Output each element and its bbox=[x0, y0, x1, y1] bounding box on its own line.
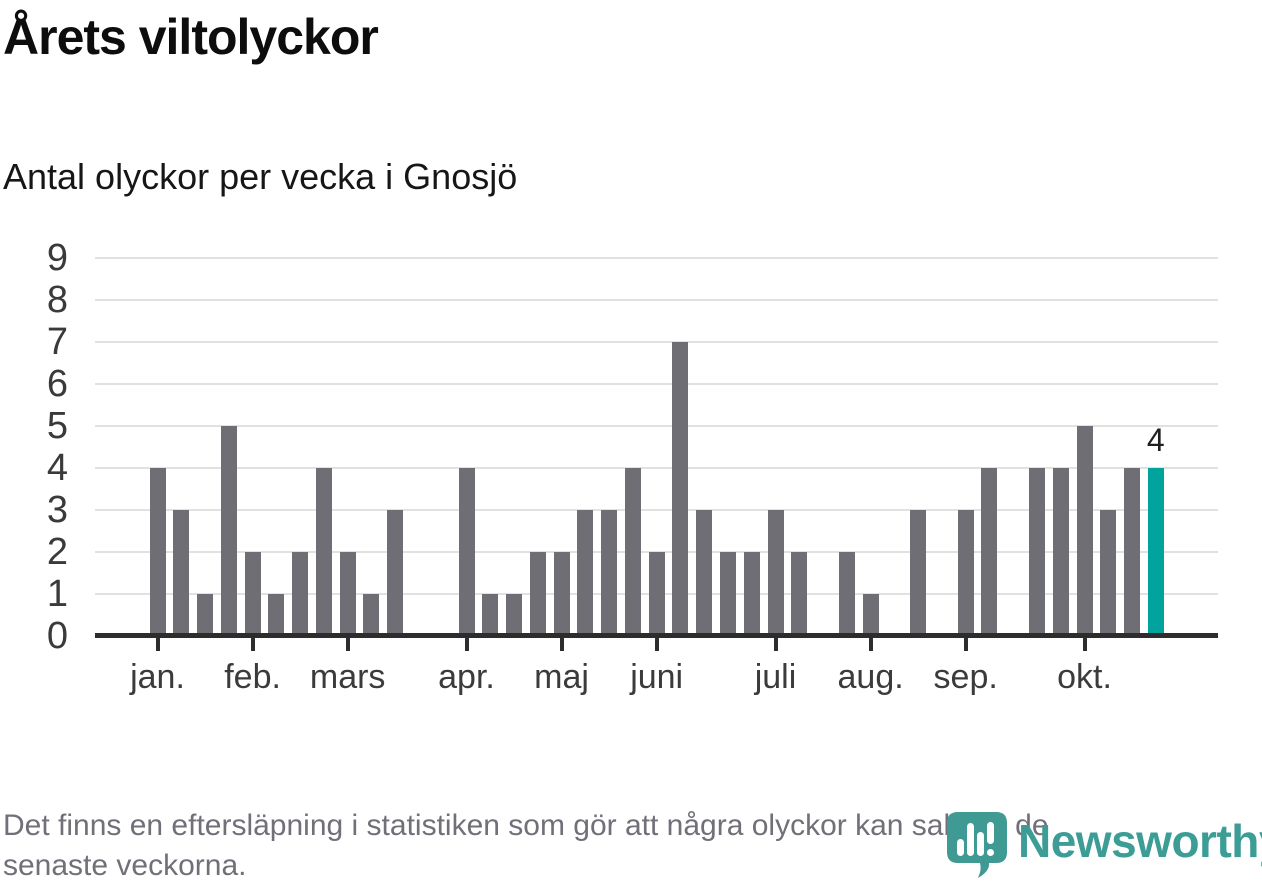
bar-week-10 bbox=[363, 594, 380, 636]
bar-week-39 bbox=[1052, 468, 1069, 636]
x-tick-apr bbox=[464, 638, 469, 651]
x-axis-label-juni: juni bbox=[630, 658, 684, 696]
bar-week-33 bbox=[910, 510, 927, 636]
y-axis-label-7: 7 bbox=[46, 321, 68, 363]
x-axis-label-aug: aug. bbox=[837, 658, 904, 696]
gridline-3 bbox=[95, 509, 1218, 511]
x-tick-juni bbox=[654, 638, 659, 651]
bar-week-30 bbox=[838, 552, 855, 636]
bar-week-15 bbox=[482, 594, 499, 636]
bar-week-17 bbox=[529, 552, 546, 636]
y-axis-label-4: 4 bbox=[46, 447, 68, 489]
bar-week-42 bbox=[1124, 468, 1141, 636]
bar-week-36 bbox=[981, 468, 998, 636]
bar-week-19 bbox=[577, 510, 594, 636]
x-tick-juli bbox=[773, 638, 778, 651]
x-axis-label-maj: maj bbox=[534, 658, 589, 696]
bar-week-6 bbox=[268, 594, 285, 636]
y-axis-label-8: 8 bbox=[46, 279, 68, 321]
bar-week-41 bbox=[1100, 510, 1117, 636]
x-tick-okt bbox=[1082, 638, 1087, 651]
x-axis-label-sep: sep. bbox=[933, 658, 998, 696]
y-axis-label-1: 1 bbox=[46, 573, 68, 615]
bar-week-11 bbox=[387, 510, 404, 636]
gridline-9 bbox=[95, 257, 1218, 259]
bar-week-24 bbox=[696, 510, 713, 636]
x-axis-label-mars: mars bbox=[309, 658, 386, 696]
y-axis-label-2: 2 bbox=[46, 531, 68, 573]
gridline-7 bbox=[95, 341, 1218, 343]
y-axis-label-6: 6 bbox=[46, 363, 68, 405]
page-title: Årets viltolyckor bbox=[3, 9, 379, 65]
bar-week-3 bbox=[197, 594, 214, 636]
bar-week-43 bbox=[1147, 468, 1164, 636]
footer-disclaimer: Det finns en eftersläpning i statistiken… bbox=[3, 806, 1262, 886]
bar-week-27 bbox=[767, 510, 784, 636]
gridline-5 bbox=[95, 425, 1218, 427]
newsworthy-pin-barchart-icon bbox=[947, 812, 1007, 878]
x-axis-label-jan: jan. bbox=[130, 658, 185, 696]
x-tick-mars bbox=[345, 638, 350, 651]
bar-week-5 bbox=[244, 552, 261, 636]
last-bar-value-label: 4 bbox=[1146, 422, 1165, 458]
x-tick-maj bbox=[559, 638, 564, 651]
bar-week-2 bbox=[173, 510, 190, 636]
x-tick-feb bbox=[250, 638, 255, 651]
newsworthy-logo: Newsworthy bbox=[944, 808, 1262, 879]
footer-line-1: Det finns en eftersläpning i statistiken… bbox=[3, 809, 1049, 842]
y-axis-label-9: 9 bbox=[46, 237, 68, 279]
x-axis-label-feb: feb. bbox=[224, 658, 281, 696]
bar-week-7 bbox=[292, 552, 309, 636]
bar-week-28 bbox=[791, 552, 808, 636]
bar-week-22 bbox=[648, 552, 665, 636]
bar-week-35 bbox=[957, 510, 974, 636]
bar-week-26 bbox=[743, 552, 760, 636]
newsworthy-brand-name: Newsworthy bbox=[1018, 815, 1262, 867]
gridline-6 bbox=[95, 383, 1218, 385]
bar-week-40 bbox=[1076, 426, 1093, 636]
bar-week-9 bbox=[339, 552, 356, 636]
bar-week-18 bbox=[553, 552, 570, 636]
x-axis-label-okt: okt. bbox=[1057, 658, 1112, 696]
bar-week-38 bbox=[1028, 468, 1045, 636]
bar-week-1 bbox=[149, 468, 166, 636]
x-axis-line bbox=[95, 633, 1218, 638]
gridline-4 bbox=[95, 467, 1218, 469]
y-axis-label-5: 5 bbox=[46, 405, 68, 447]
bar-week-14 bbox=[458, 468, 475, 636]
bar-week-21 bbox=[624, 468, 641, 636]
y-axis-label-0: 0 bbox=[46, 615, 68, 657]
x-tick-aug bbox=[868, 638, 873, 651]
bar-week-23 bbox=[672, 342, 689, 636]
bar-week-8 bbox=[315, 468, 332, 636]
x-axis-label-apr: apr. bbox=[438, 658, 495, 696]
y-axis-label-3: 3 bbox=[46, 489, 68, 531]
bar-week-25 bbox=[719, 552, 736, 636]
gridline-8 bbox=[95, 299, 1218, 301]
footer-line-2: senaste veckorna. bbox=[3, 849, 247, 882]
x-tick-jan bbox=[155, 638, 160, 651]
chart-subtitle: Antal olyckor per vecka i Gnosjö bbox=[3, 156, 518, 197]
bar-week-16 bbox=[506, 594, 523, 636]
bar-week-20 bbox=[601, 510, 618, 636]
bar-week-31 bbox=[862, 594, 879, 636]
bar-week-4 bbox=[220, 426, 237, 636]
x-tick-sep bbox=[963, 638, 968, 651]
x-axis-label-juli: juli bbox=[754, 658, 797, 696]
